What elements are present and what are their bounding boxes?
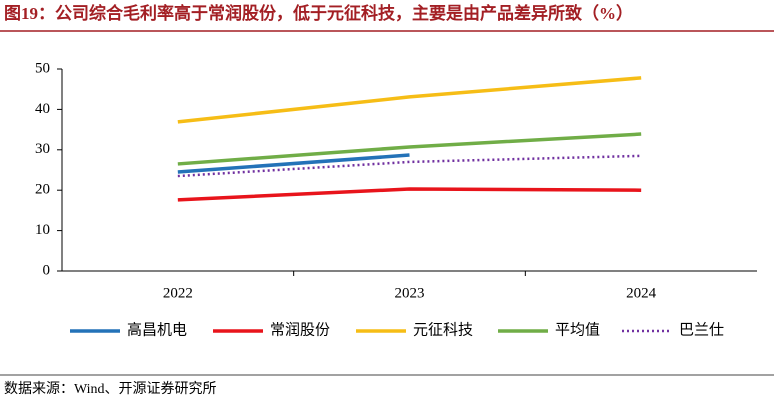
y-tick-label: 40	[35, 101, 50, 117]
legend-label: 常润股份	[270, 321, 330, 338]
y-tick-label: 0	[43, 262, 51, 278]
series-line	[177, 154, 642, 178]
legend-label: 巴兰仕	[679, 321, 724, 338]
series-line	[177, 132, 642, 166]
y-tick-label: 50	[35, 60, 50, 76]
series-line	[177, 76, 642, 124]
legend-label: 平均值	[555, 321, 600, 338]
source: 数据来源：Wind、开源证券研究所	[4, 381, 217, 397]
x-tick-label: 2022	[163, 285, 193, 301]
legend-label: 元征科技	[413, 321, 473, 338]
series-line	[177, 187, 642, 202]
x-tick-label: 2024	[626, 285, 657, 301]
y-tick-label: 30	[35, 141, 50, 157]
legend-label: 高昌机电	[127, 321, 187, 338]
chart-title: 图19：公司综合毛利率高于常润股份，低于元征科技，主要是由产品差异所致（%）	[4, 3, 633, 23]
y-tick-label: 20	[35, 182, 50, 198]
series-line	[177, 153, 410, 174]
y-tick-label: 10	[35, 222, 50, 238]
x-tick-label: 2023	[395, 285, 425, 301]
